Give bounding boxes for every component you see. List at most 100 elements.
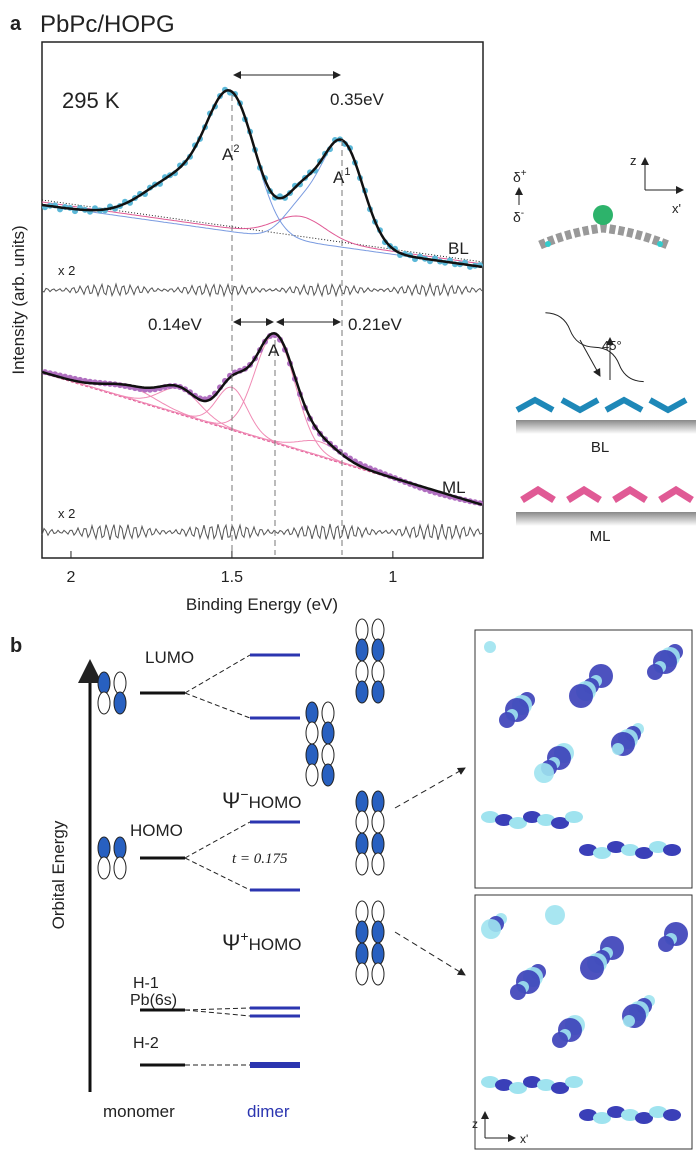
layer-label: BL — [591, 439, 609, 456]
angle-label: 45° — [602, 338, 622, 353]
level-label: Pb(6s) — [130, 992, 177, 1009]
lobe — [321, 701, 335, 725]
state-sup: + — [240, 928, 248, 944]
peak-label-base: A — [333, 168, 345, 187]
lobe — [355, 920, 369, 944]
orbital-box — [474, 894, 693, 1150]
axis-label: x' — [672, 201, 681, 216]
blob — [621, 1109, 639, 1121]
lobe — [355, 618, 369, 642]
charge-sup: + — [521, 168, 527, 179]
lobe — [355, 942, 369, 966]
charge-label: δ- — [513, 208, 524, 225]
residual — [41, 523, 483, 541]
annotation: 0.14eV — [148, 315, 203, 334]
x-axis-label: Binding Energy (eV) — [186, 595, 338, 614]
orbital-box — [474, 629, 693, 889]
lobe — [355, 790, 369, 814]
atom — [657, 241, 663, 247]
lobe — [321, 743, 335, 767]
lobe — [371, 942, 385, 966]
legend-label: monomer — [103, 1102, 175, 1121]
blob — [552, 1032, 568, 1048]
substrate — [516, 420, 696, 434]
blob — [495, 1079, 513, 1091]
lobe — [355, 832, 369, 856]
state-label: Ψ+HOMO — [222, 928, 301, 955]
lobe — [371, 790, 385, 814]
blob — [509, 1082, 527, 1094]
ml-molecules — [520, 485, 694, 503]
state-rest: HOMO — [249, 793, 302, 812]
bl-molecules — [515, 396, 688, 414]
lobe — [371, 832, 385, 856]
lobe — [371, 900, 385, 924]
plot-frame — [41, 41, 484, 559]
lobe — [355, 852, 369, 876]
lobe — [305, 743, 319, 767]
lobe — [305, 701, 319, 725]
peak-label-sup: 2 — [233, 143, 239, 155]
level-label: H-1 — [133, 975, 159, 992]
lobe — [371, 962, 385, 986]
blob — [647, 664, 663, 680]
blob — [499, 712, 515, 728]
lobe — [371, 920, 385, 944]
blob — [565, 811, 583, 823]
blob — [658, 936, 674, 952]
lobe — [355, 660, 369, 684]
lobe — [355, 810, 369, 834]
axis-label: z — [472, 1117, 478, 1131]
lobe — [371, 638, 385, 662]
spectra — [41, 86, 483, 555]
lobe — [355, 962, 369, 986]
panel-label: a — [10, 13, 22, 35]
blob — [635, 847, 653, 859]
axis-label: x' — [520, 1132, 528, 1146]
state-base: Ψ — [222, 930, 240, 955]
blob — [481, 919, 501, 939]
charge-sup: - — [521, 208, 524, 219]
blob — [649, 841, 667, 853]
lobe — [355, 900, 369, 924]
layer-label: ML — [590, 528, 611, 545]
annotation: 0.21eV — [348, 315, 403, 334]
lobe — [371, 810, 385, 834]
peak-label: A — [268, 341, 280, 360]
orbital-density — [481, 641, 688, 1124]
blob — [663, 844, 681, 856]
orbital-icons — [97, 618, 385, 986]
blob — [551, 1082, 569, 1094]
residual-label: x 2 — [58, 506, 75, 521]
blob — [579, 1109, 597, 1121]
substrate — [516, 512, 696, 526]
panel-title: PbPc/HOPG — [40, 11, 175, 38]
lobe — [371, 618, 385, 642]
x-tick-label: 2 — [67, 569, 76, 586]
blob — [509, 817, 527, 829]
state-rest: HOMO — [249, 935, 302, 954]
lobe — [97, 856, 111, 880]
blob — [623, 1015, 635, 1027]
temperature: 295 K — [62, 88, 120, 113]
blob — [593, 847, 611, 859]
blob — [607, 841, 625, 853]
layer-label: ML — [442, 478, 466, 497]
blob — [635, 1112, 653, 1124]
molecule — [538, 223, 670, 250]
level-label: HOMO — [130, 821, 183, 840]
lobe — [97, 691, 111, 715]
blob — [580, 956, 604, 980]
light-wave — [545, 312, 644, 383]
blob — [663, 1109, 681, 1121]
legend-label: dimer — [247, 1102, 290, 1121]
component — [41, 89, 483, 268]
blob — [523, 1076, 541, 1088]
annotation: 0.35eV — [330, 90, 385, 109]
axes-icon — [644, 158, 683, 190]
lobe — [321, 763, 335, 787]
lobe — [113, 836, 127, 860]
panel-label: b — [10, 635, 22, 657]
y-axis-label: Orbital Energy — [49, 820, 68, 929]
